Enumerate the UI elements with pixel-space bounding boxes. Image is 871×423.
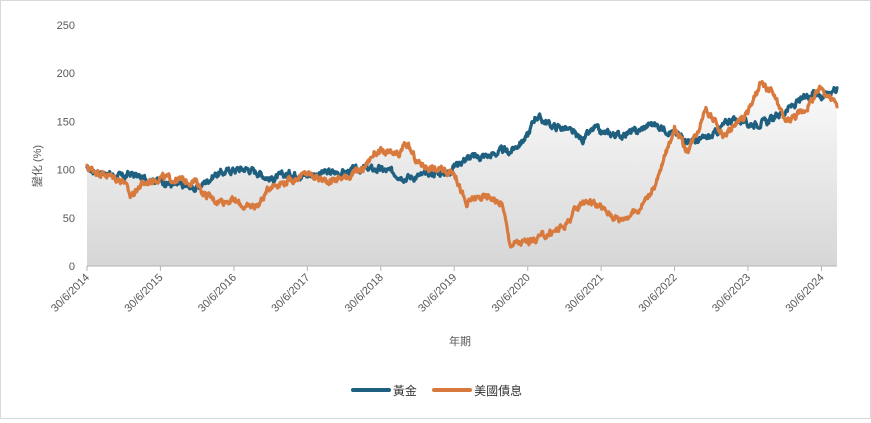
x-axis-title: 年期 <box>449 334 471 348</box>
x-tick-label: 30/6/2019 <box>416 272 459 315</box>
x-tick-label: 30/6/2024 <box>784 272 827 315</box>
x-tick-label: 30/6/2022 <box>637 272 680 315</box>
y-tick-label: 150 <box>57 116 75 128</box>
legend-item-us-yield[interactable]: 美國債息 <box>432 382 522 399</box>
us-yield-series-line <box>85 80 839 249</box>
x-tick-label: 30/6/2014 <box>49 272 92 315</box>
y-tick-label: 100 <box>57 165 75 177</box>
background-area <box>87 80 837 267</box>
y-tick-label: 0 <box>69 261 75 273</box>
legend: 黃金 美國債息 <box>1 381 871 399</box>
x-tick-label: 30/6/2018 <box>343 272 386 315</box>
x-tick-label: 30/6/2020 <box>490 272 533 315</box>
y-tick-label: 250 <box>57 20 75 32</box>
x-tick-label: 30/6/2015 <box>122 272 165 315</box>
x-tick-label: 30/6/2016 <box>196 272 239 315</box>
x-tick-label: 30/6/2023 <box>710 272 753 315</box>
legend-item-gold[interactable]: 黃金 <box>350 382 417 399</box>
gold-series-line <box>85 86 839 193</box>
y-tick-label: 200 <box>57 68 75 80</box>
legend-label-gold: 黃金 <box>392 383 417 398</box>
gold-swatch <box>350 388 391 392</box>
y-axis-title: 變化 (%) <box>30 145 44 187</box>
x-tick-label: 30/6/2017 <box>269 272 312 315</box>
us-yield-swatch <box>432 388 473 392</box>
legend-label-us-yield: 美國債息 <box>474 383 523 398</box>
y-tick-label: 50 <box>63 213 75 225</box>
x-tick-label: 30/6/2021 <box>563 272 606 315</box>
